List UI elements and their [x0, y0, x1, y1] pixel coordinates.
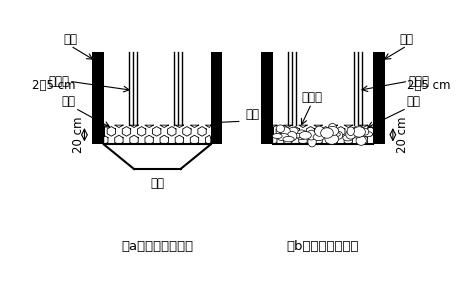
Text: 注浆管: 注浆管 [48, 75, 69, 88]
Ellipse shape [355, 136, 366, 145]
Ellipse shape [278, 126, 288, 135]
Bar [92, 52, 104, 144]
Text: （a）桩基回填石子: （a）桩基回填石子 [121, 239, 193, 253]
Ellipse shape [295, 130, 307, 140]
Bar [210, 52, 222, 144]
Text: 孔壁: 孔壁 [63, 33, 77, 46]
Text: 2～5 cm
石子: 2～5 cm 石子 [31, 79, 75, 108]
Text: 注浆管: 注浆管 [407, 75, 428, 88]
Bar [260, 125, 384, 144]
Ellipse shape [312, 134, 324, 140]
Text: 孔底: 孔底 [150, 177, 164, 190]
Text: 混凝土: 混凝土 [300, 91, 321, 104]
Text: 2～5 cm
石子: 2～5 cm 石子 [406, 79, 449, 108]
Text: （b）混凝土灌注后: （b）混凝土灌注后 [286, 239, 358, 253]
Ellipse shape [334, 131, 342, 139]
Bar [92, 125, 222, 144]
Ellipse shape [279, 127, 290, 136]
Ellipse shape [299, 132, 311, 139]
Ellipse shape [276, 125, 284, 133]
Ellipse shape [324, 134, 338, 144]
Ellipse shape [289, 133, 303, 138]
Text: 20 cm: 20 cm [395, 117, 408, 153]
Ellipse shape [361, 128, 368, 135]
Ellipse shape [328, 124, 336, 131]
Ellipse shape [314, 126, 323, 136]
Ellipse shape [276, 133, 289, 141]
Ellipse shape [287, 131, 296, 141]
Ellipse shape [347, 127, 354, 135]
Ellipse shape [326, 126, 338, 136]
Ellipse shape [362, 132, 372, 137]
Ellipse shape [288, 127, 298, 135]
Bar [272, 125, 373, 144]
Ellipse shape [345, 130, 355, 139]
Ellipse shape [342, 135, 353, 141]
Bar [104, 125, 210, 144]
Text: 孔壁: 孔壁 [399, 33, 413, 46]
Ellipse shape [284, 134, 293, 140]
Ellipse shape [307, 137, 316, 147]
Text: 20 cm: 20 cm [71, 117, 85, 153]
Text: 桩底: 桩底 [245, 108, 259, 121]
Ellipse shape [282, 136, 294, 142]
Ellipse shape [330, 132, 339, 137]
Ellipse shape [352, 127, 365, 137]
Ellipse shape [306, 130, 315, 140]
Ellipse shape [348, 133, 361, 138]
Bar [373, 52, 384, 144]
Bar [260, 52, 272, 144]
Ellipse shape [320, 128, 333, 138]
Ellipse shape [272, 133, 282, 138]
